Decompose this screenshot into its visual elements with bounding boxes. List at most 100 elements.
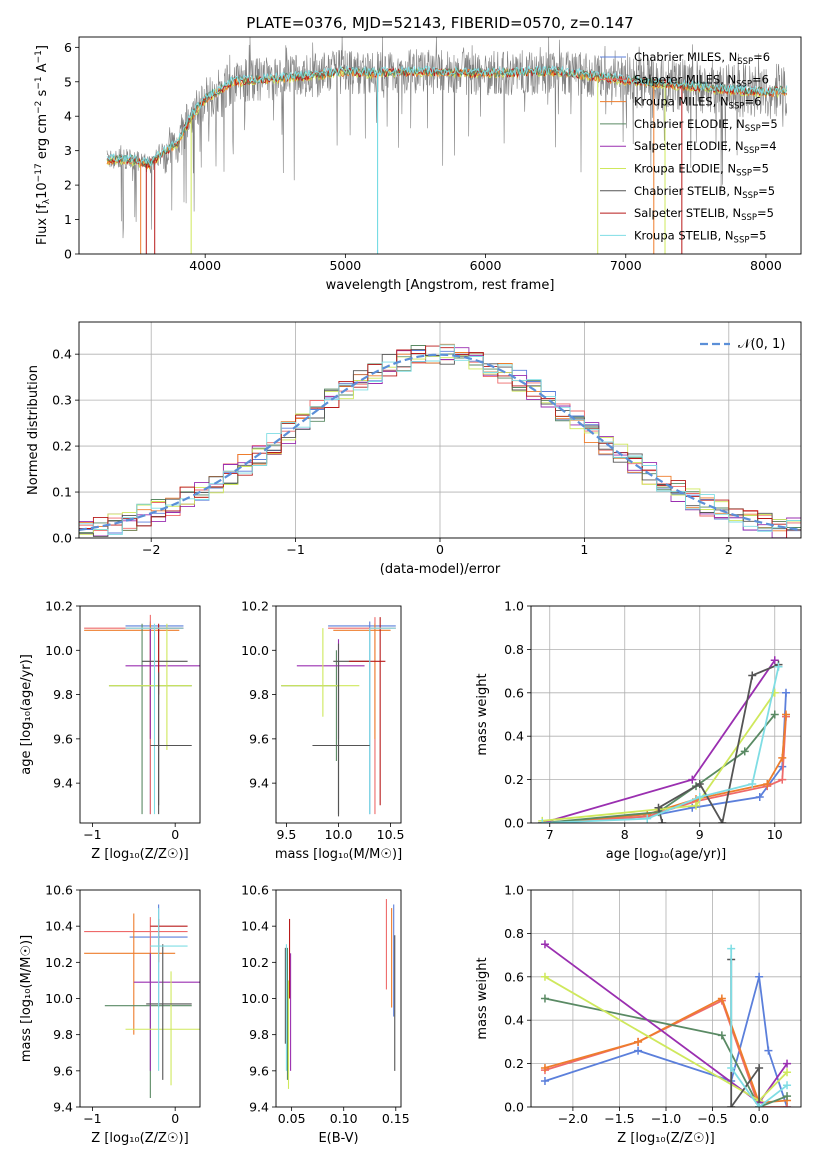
legend-sub: SSP (736, 169, 752, 179)
legend-label: Salpeter ELODIE, NSSP=4 (634, 139, 777, 156)
axes-frame (275, 605, 402, 824)
y-axis-label: mass weight (475, 957, 490, 1039)
y-tick-label: 10.2 (241, 955, 269, 970)
normal-distribution-curve (79, 353, 801, 531)
legend-label: Kroupa STELIB, NSSP=5 (634, 228, 766, 245)
plus-marker (717, 994, 726, 1003)
y-tick-label: 9.8 (53, 1027, 73, 1042)
plus-marker (755, 972, 764, 981)
x-tick-label: −1.0 (651, 1111, 681, 1126)
y-tick-label: 1.0 (504, 599, 524, 614)
y-tick-label: 0.0 (52, 531, 72, 546)
x-axis-label: age [log₁₀(age/yr)] (606, 847, 727, 862)
plot-area (281, 617, 396, 817)
plus-marker (783, 1068, 792, 1077)
plus-marker (778, 775, 787, 784)
plus-marker (634, 1046, 643, 1055)
model-spectrum-line (106, 64, 788, 168)
plot-area (531, 890, 801, 1107)
y-tick-label: 6 (64, 40, 72, 55)
y-tick-label: 10.0 (241, 991, 269, 1006)
plus-marker (763, 779, 772, 788)
legend-tail: =5 (752, 162, 769, 176)
plus-marker (540, 940, 549, 949)
y-tick-label: 9.6 (249, 1063, 269, 1078)
legend-text: Chabrier MILES, N (634, 50, 737, 64)
y-tick-label: 0.2 (504, 772, 524, 787)
plus-marker (695, 792, 704, 801)
legend-tail: =5 (749, 228, 766, 242)
x-tick-label: −0.5 (697, 1111, 727, 1126)
axes-frame (530, 605, 802, 824)
x-tick-label: 0.05 (278, 1111, 306, 1126)
model-spectrum-line (106, 65, 788, 169)
y-label-part: −17 (34, 163, 44, 182)
plus-marker (748, 779, 757, 788)
plot-area (84, 904, 200, 1098)
x-tick-label: 8000 (750, 258, 782, 273)
x-tick-label: 0 (171, 827, 179, 842)
x-tick-label: 2 (725, 542, 733, 557)
plus-marker (634, 1037, 643, 1046)
y-label-part: s (35, 89, 50, 100)
y-tick-label: 2 (64, 178, 72, 193)
legend-text: Chabrier STELIB, N (634, 184, 742, 198)
x-tick-label: 4000 (189, 258, 221, 273)
y-tick-label: 10.0 (45, 643, 73, 658)
plus-marker (695, 779, 704, 788)
x-axis-label: (data-model)/error (380, 562, 501, 577)
x-axis-label: Z [log₁₀(Z/Z☉)] (91, 1131, 188, 1146)
x-tick-label: 7 (546, 827, 554, 842)
x-tick-label: 10 (767, 827, 783, 842)
plot-area (79, 322, 801, 538)
x-tick-label: 10.5 (377, 827, 405, 842)
x-tick-label: −1.5 (604, 1111, 634, 1126)
y-tick-label: 9.4 (249, 1100, 269, 1115)
y-tick-label: 9.6 (249, 731, 269, 746)
plot-area (84, 614, 200, 815)
x-tick-label: 7000 (610, 258, 642, 273)
plus-marker (755, 1103, 764, 1107)
plus-marker (783, 1092, 792, 1101)
plus-marker (755, 792, 764, 801)
plus-marker (783, 1081, 792, 1090)
legend-tail: =6 (752, 72, 769, 86)
legend-text: Chabrier ELODIE, N (634, 117, 745, 131)
legend-tail: =5 (757, 206, 774, 220)
plot-area (106, 37, 788, 254)
axes-frame (78, 321, 802, 539)
plus-marker (727, 1063, 736, 1072)
legend-sub: SSP (736, 79, 752, 89)
plus-marker (740, 747, 749, 756)
y-tick-label: 10.6 (45, 883, 73, 898)
x-axis-label: wavelength [Angstrom, rest frame] (326, 278, 555, 293)
plus-marker (770, 710, 779, 719)
legend-tail: =5 (758, 184, 775, 198)
axes-frame (530, 889, 802, 1108)
legend-sub: SSP (745, 124, 761, 134)
legend-label: Chabrier MILES, NSSP=6 (634, 50, 770, 67)
y-tick-label: 10.2 (45, 955, 73, 970)
x-tick-label: 9.5 (276, 827, 296, 842)
y-axis-label: mass [log₁₀(M/M☉)] (19, 935, 34, 1062)
plot-area (531, 606, 801, 823)
y-tick-label: 10.0 (45, 991, 73, 1006)
legend-label: Kroupa MILES, NSSP=6 (634, 95, 761, 112)
legend-label: Salpeter STELIB, NSSP=5 (634, 206, 774, 223)
x-tick-label: 0 (436, 542, 444, 557)
y-tick-label: 0.2 (52, 439, 72, 454)
x-tick-label: −2.0 (558, 1111, 588, 1126)
y-axis-label: Flux [fλ10−17 erg cm−2 s−1 A−1] (34, 45, 52, 245)
y-tick-label: 0.3 (52, 393, 72, 408)
mass-age-panel: 9.5 10.0 10.5 9.4 9.6 9.8 10.0 10.2 mass [log₁₀(… (241, 599, 404, 863)
y-tick-label: 0.1 (52, 485, 72, 500)
plus-marker (658, 819, 667, 823)
y-tick-label: 10.2 (241, 599, 269, 614)
plus-marker (774, 662, 783, 671)
legend-sub: SSP (741, 213, 757, 223)
y-label-part: Flux [f (35, 204, 50, 245)
y-tick-label: 1.0 (504, 883, 524, 898)
metallicity-mass-panel: −1 0 9.4 9.6 9.8 10.0 10.2 10.4 10.6 Z [log₁₀(Z/Z… (19, 883, 201, 1146)
legend-tail: =6 (753, 50, 770, 64)
spectrum-panel: 4000 5000 6000 7000 8000 0 1 2 3 4 5 6 wavelength [A… (34, 36, 802, 293)
